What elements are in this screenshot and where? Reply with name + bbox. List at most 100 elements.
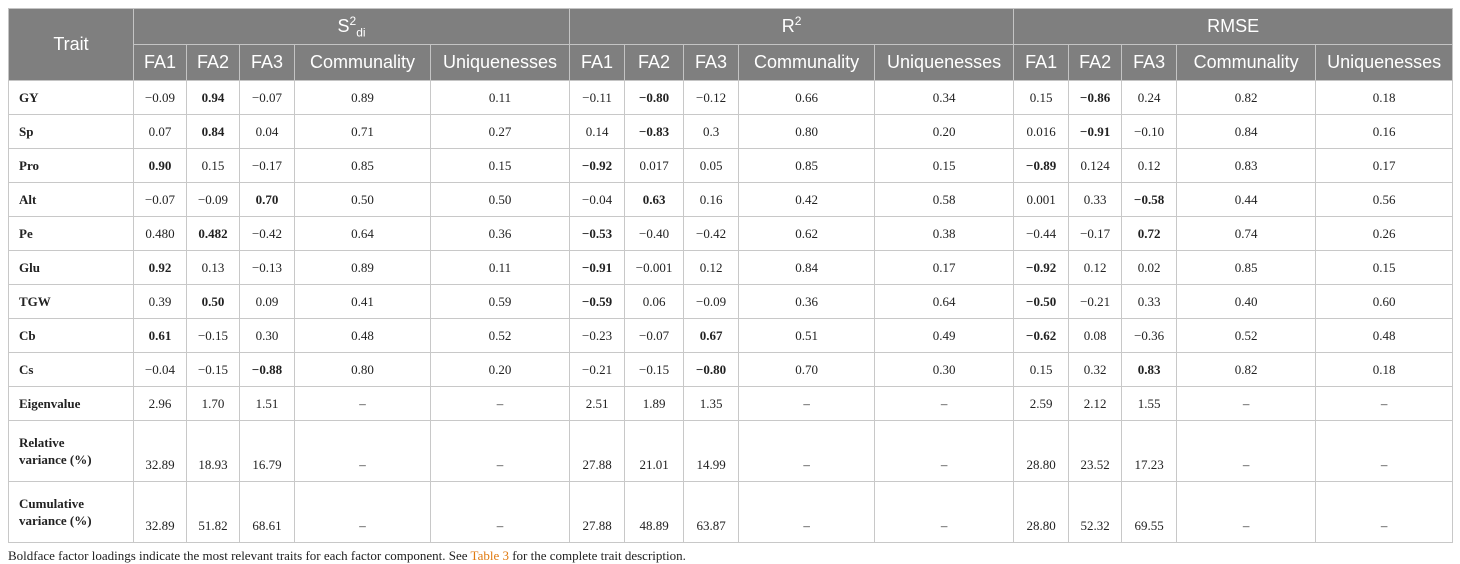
value-cell: 0.48 [1315,318,1454,353]
value-cell: 0.85 [1176,250,1317,285]
value-cell: 0.63 [624,182,685,217]
value-cell: 0.06 [624,284,685,319]
value-cell: 0.50 [186,284,240,319]
value-cell: 0.38 [874,216,1015,251]
value-cell: 0.52 [429,318,571,353]
value-cell: 0.34 [874,80,1015,115]
value-cell: −0.58 [1121,182,1178,217]
value-cell: 0.90 [133,148,187,183]
value-cell: 0.04 [239,114,295,149]
value-cell: −0.09 [133,80,187,115]
value-cell: −0.53 [569,216,626,251]
value-cell: 0.84 [738,250,876,285]
trait-cell: GY [8,80,134,115]
value-cell: 0.124 [1068,148,1123,183]
trait-cell: Alt [8,182,134,217]
value-cell: – [294,481,431,543]
value-cell: 0.26 [1315,216,1454,251]
value-cell: 0.15 [874,148,1015,183]
trait-cell: TGW [8,284,134,319]
trait-label: Sp [19,123,34,139]
value-cell: −0.62 [1013,318,1070,353]
table-footnote: Boldface factor loadings indicate the mo… [8,548,686,563]
value-cell: 2.12 [1068,386,1123,421]
value-cell: 0.51 [738,318,876,353]
value-cell: – [294,386,431,421]
value-cell: 0.67 [683,318,740,353]
value-cell: – [1176,420,1317,482]
value-cell: 0.84 [186,114,240,149]
trait-label: Cumulative [19,496,84,511]
value-cell: −0.21 [1068,284,1123,319]
value-cell: 0.15 [429,148,571,183]
value-cell: 0.80 [294,352,431,387]
value-cell: 0.17 [1315,148,1454,183]
subcolumn-header-uniquenesses: Uniquenesses [1315,44,1454,81]
value-cell: −0.07 [239,80,295,115]
value-cell: 0.64 [874,284,1015,319]
table-body: GY −0.09 0.94 −0.07 0.89 0.11 −0.11 −0.80 −0.12 0… [8,80,1454,543]
value-cell: 17.23 [1121,420,1178,482]
value-cell: 0.18 [1315,80,1454,115]
value-cell: 0.05 [683,148,740,183]
group-header-row: Trait S2di R2 RMSE [8,8,1454,81]
value-cell: 0.17 [874,250,1015,285]
value-cell: 0.58 [874,182,1015,217]
value-cell: −0.15 [624,352,685,387]
value-cell: 0.36 [738,284,876,319]
subcolumn-header-fa1: FA1 [569,44,626,81]
subcolumn-header-communality: Communality [294,44,431,81]
subcolumn-header-uniquenesses: Uniquenesses [874,44,1015,81]
value-cell: 1.70 [186,386,240,421]
subcolumn-header-fa3: FA3 [683,44,740,81]
value-cell: 1.35 [683,386,740,421]
value-cell: 0.33 [1121,284,1178,319]
value-cell: 0.40 [1176,284,1317,319]
value-cell: −0.86 [1068,80,1123,115]
value-cell: −0.23 [569,318,626,353]
value-cell: 0.92 [133,250,187,285]
value-cell: 0.33 [1068,182,1123,217]
value-cell: 0.20 [429,352,571,387]
value-cell: −0.59 [569,284,626,319]
value-cell: 0.12 [683,250,740,285]
value-cell: 2.51 [569,386,626,421]
table-row: Alt −0.07 −0.09 0.70 0.50 0.50 −0.04 0.63 0.16 0.… [8,182,1454,217]
value-cell: 0.09 [239,284,295,319]
table-row: Pro 0.90 0.15 −0.17 0.85 0.15 −0.92 0.017 0.05 0.… [8,148,1454,183]
group-header-s2di: S2di [132,8,571,45]
value-cell: 1.55 [1121,386,1178,421]
value-cell: 0.480 [133,216,187,251]
value-cell: −0.07 [133,182,187,217]
subcolumn-header-uniquenesses: Uniquenesses [429,44,571,81]
value-cell: 0.12 [1121,148,1178,183]
table-3-link[interactable]: Table 3 [470,548,509,563]
table-row: Cb 0.61 −0.15 0.30 0.48 0.52 −0.23 −0.07 0.67 0.5… [8,318,1454,353]
table-row: Glu 0.92 0.13 −0.13 0.89 0.11 −0.91 −0.001 0.12 0… [8,250,1454,285]
trait-cell: Relative variance (%) [8,420,134,482]
value-cell: 0.15 [1013,80,1070,115]
value-cell: 0.82 [1176,352,1317,387]
value-cell: −0.88 [239,352,295,387]
subcolumn-header-communality: Communality [1176,44,1317,81]
value-cell: 27.88 [569,481,626,543]
trait-label: Glu [19,259,40,275]
value-cell: 63.87 [683,481,740,543]
value-cell: – [874,481,1015,543]
value-cell: 16.79 [239,420,295,482]
value-cell: 0.42 [738,182,876,217]
value-cell: – [738,481,876,543]
value-cell: −0.07 [624,318,685,353]
value-cell: – [429,481,571,543]
value-cell: −0.80 [624,80,685,115]
value-cell: 0.94 [186,80,240,115]
value-cell: 14.99 [683,420,740,482]
value-cell: – [874,420,1015,482]
value-cell: 23.52 [1068,420,1123,482]
value-cell: – [294,420,431,482]
value-cell: 0.18 [1315,352,1454,387]
table-row: Sp 0.07 0.84 0.04 0.71 0.27 0.14 −0.83 0.3 0.80 0.… [8,114,1454,149]
value-cell: 0.08 [1068,318,1123,353]
value-cell: – [1315,420,1454,482]
table-row: Cumulative variance (%) 32.89 51.82 68.61– –2… [8,481,1454,543]
